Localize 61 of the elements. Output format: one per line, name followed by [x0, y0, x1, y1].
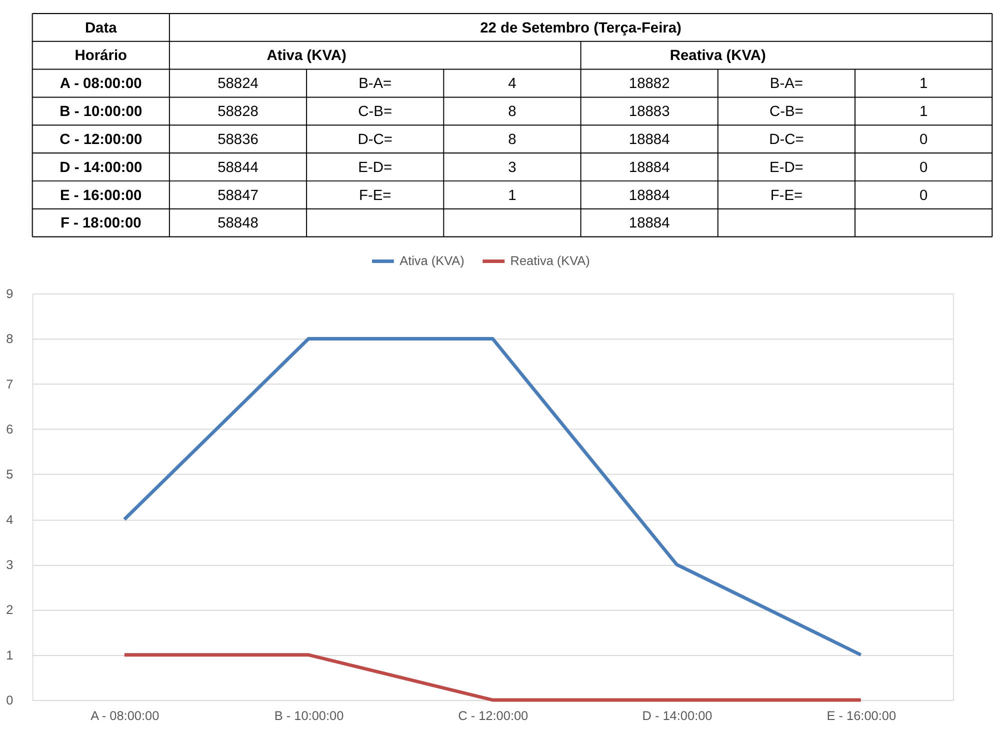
x-tick-label: B - 10:00:00: [274, 708, 344, 724]
text: 58828: [218, 104, 258, 120]
x-tick-label: E - 16:00:00: [826, 708, 896, 724]
text: B-A=: [358, 76, 392, 92]
text: 58844: [218, 160, 258, 176]
y-tick-label: 5: [6, 466, 14, 482]
legend-label: Reativa (KVA): [510, 253, 590, 268]
y-tick-label: 0: [6, 692, 14, 708]
text: C-B=: [770, 104, 804, 120]
text: C-B=: [358, 104, 392, 120]
text: E-D=: [358, 160, 392, 176]
legend-label: Ativa (KVA): [400, 253, 464, 268]
text: D-C=: [769, 132, 804, 148]
text: F - 18:00:00: [60, 216, 142, 232]
text: 18883: [628, 104, 670, 120]
x-tick-label: A - 08:00:00: [90, 708, 160, 724]
y-tick-label: 4: [6, 512, 14, 527]
text: 8: [508, 132, 516, 148]
chart-title: 22 de Setembro (Terça-Feira): [480, 20, 682, 36]
text: Horário: [74, 48, 128, 64]
text: D - 14:00:00: [60, 160, 142, 176]
text: 18882: [628, 76, 670, 92]
line-series: [122, 337, 863, 657]
x-tick-label: C - 12:00:00: [458, 708, 528, 724]
text: D-C=: [358, 132, 392, 148]
text: E-D=: [770, 160, 804, 176]
y-tick-label: 2: [6, 602, 14, 618]
text: 58847: [218, 188, 258, 204]
y-tick-label: 3: [6, 556, 14, 572]
text: 58824: [218, 76, 258, 92]
y-tick-label: 7: [6, 376, 14, 392]
text: 18884: [628, 188, 670, 204]
x-tick-label: D - 14:00:00: [642, 708, 712, 724]
text: A - 08:00:00: [60, 76, 142, 92]
text: 4: [508, 76, 516, 92]
text: 1: [508, 188, 516, 204]
text: 0: [919, 188, 928, 204]
text: F-E=: [770, 188, 803, 204]
text: E - 16:00:00: [60, 188, 142, 204]
text: 18884: [628, 216, 670, 232]
text: 0: [919, 160, 928, 176]
text: Reativa (KVA): [670, 48, 766, 64]
text: 18884: [628, 132, 670, 148]
text: 8: [508, 104, 516, 120]
text: 3: [508, 160, 516, 176]
text: 58836: [218, 132, 258, 148]
text: 1: [919, 104, 928, 120]
text: 58848: [218, 216, 258, 232]
text: 0: [919, 132, 928, 148]
text: B - 10:00:00: [60, 104, 142, 120]
y-tick-label: 8: [6, 331, 14, 346]
text: 1: [919, 76, 928, 92]
y-tick-label: 6: [6, 421, 14, 436]
y-tick-label: 9: [6, 286, 14, 301]
y-tick-label: 1: [6, 647, 14, 662]
text: F-E=: [358, 188, 392, 204]
text: Ativa (KVA): [266, 48, 346, 64]
text: B-A=: [770, 76, 803, 92]
text: C - 12:00:00: [60, 132, 142, 148]
text: 18884: [628, 160, 670, 176]
text: Data: [84, 20, 118, 36]
